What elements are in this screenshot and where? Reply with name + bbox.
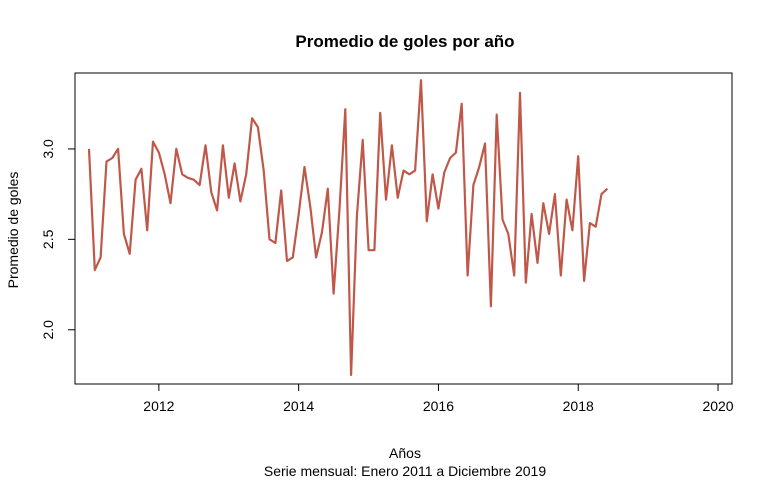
y-tick-label: 2.0	[40, 320, 56, 340]
x-tick-label: 2016	[423, 398, 454, 414]
x-tick-label: 2014	[283, 398, 314, 414]
chart-subtitle: Serie mensual: Enero 2011 a Diciembre 20…	[264, 463, 546, 479]
y-axis-label: Promedio de goles	[5, 172, 21, 289]
x-tick-label: 2020	[702, 398, 733, 414]
y-tick-label: 3.0	[40, 139, 56, 159]
x-axis: 2012 2014 2016 2018 2020	[143, 383, 734, 414]
y-axis: 2.0 2.5 3.0	[40, 139, 76, 340]
plot-frame	[74, 72, 733, 385]
series-line	[87, 79, 609, 377]
y-tick-label: 2.5	[40, 229, 56, 249]
chart-title: Promedio de goles por año	[295, 32, 514, 51]
x-tick-label: 2018	[563, 398, 594, 414]
x-tick-label: 2012	[143, 398, 174, 414]
x-axis-label: Años	[389, 445, 421, 461]
